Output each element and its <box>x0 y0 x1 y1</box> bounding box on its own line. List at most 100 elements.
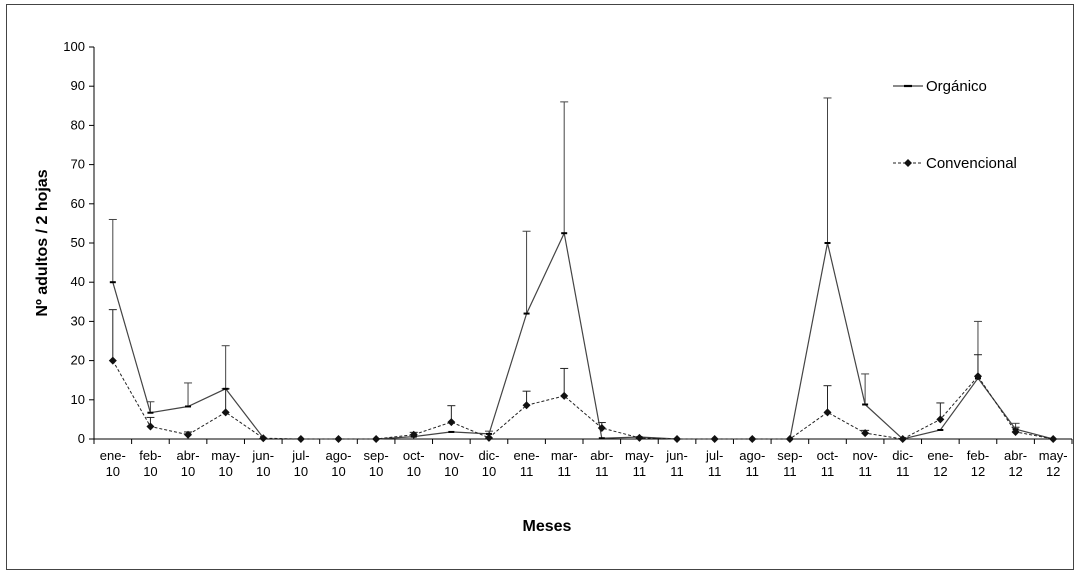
x-tick-label-month: nov- <box>439 448 464 463</box>
data-point-convencional <box>597 424 606 433</box>
x-tick-label-month: nov- <box>852 448 877 463</box>
data-point-convencional <box>785 435 794 443</box>
x-tick-label-year: 11 <box>858 464 872 479</box>
x-tick-label-month: abr- <box>176 448 199 463</box>
x-axis-title: Meses <box>523 518 572 535</box>
data-point-convencional <box>522 401 531 410</box>
y-tick-label: 80 <box>71 117 85 132</box>
x-tick-label-year: 11 <box>783 464 797 479</box>
series-line-organico <box>112 282 264 439</box>
data-point-convencional <box>1011 427 1020 436</box>
legend: Orgánico Convencional <box>893 78 1017 172</box>
series-lines <box>112 231 1054 440</box>
x-tick-label-year: 11 <box>896 464 910 479</box>
x-tick-label-year: 10 <box>294 464 308 479</box>
x-tick-label-year: 10 <box>181 464 195 479</box>
y-tick-label: 10 <box>71 392 85 407</box>
x-tick-label-year: 10 <box>106 464 120 479</box>
x-tick-label-year: 11 <box>821 464 835 479</box>
data-point-convencional <box>409 430 418 439</box>
data-point-convencional <box>296 435 305 443</box>
data-point-convencional <box>936 415 945 424</box>
data-point-convencional <box>861 429 870 438</box>
data-point-convencional <box>823 408 832 417</box>
x-tick-label-month: sep- <box>777 448 802 463</box>
x-tick-label-month: ene- <box>514 448 540 463</box>
x-tick-label-month: dic- <box>892 448 913 463</box>
x-tick-label-month: ago- <box>325 448 351 463</box>
data-point-convencional <box>334 435 343 443</box>
legend-label-organico: Orgánico <box>926 78 987 95</box>
x-tick-label-month: jun- <box>251 448 274 463</box>
data-point-convencional <box>673 435 682 443</box>
data-point-convencional <box>146 422 155 431</box>
x-tick-label-month: oct- <box>817 448 839 463</box>
x-tick-label-month: abr- <box>1004 448 1027 463</box>
x-tick-label-year: 12 <box>933 464 947 479</box>
data-point-convencional <box>748 435 757 443</box>
x-tick-label-year: 12 <box>1046 464 1060 479</box>
y-tick-label: 60 <box>71 196 85 211</box>
x-tick-label-year: 10 <box>482 464 496 479</box>
x-tick-label-month: dic- <box>478 448 499 463</box>
x-tick-label-month: may- <box>211 448 240 463</box>
legend-marker-convencional <box>904 159 912 167</box>
x-tick-label-month: abr- <box>590 448 613 463</box>
x-tick-label-month: ene- <box>927 448 953 463</box>
data-point-convencional <box>973 372 982 381</box>
x-tick-label-year: 10 <box>406 464 420 479</box>
x-tick-label-month: feb- <box>139 448 161 463</box>
x-tick-label-year: 11 <box>595 464 609 479</box>
axes <box>89 46 1073 444</box>
y-tick-label: 70 <box>71 157 85 172</box>
error-bars <box>108 97 1020 435</box>
x-tick-label-month: jul- <box>705 448 723 463</box>
y-tick-label: 20 <box>71 353 85 368</box>
series-line-organico <box>789 242 1054 440</box>
x-tick-label-year: 10 <box>218 464 232 479</box>
y-tick-label: 40 <box>71 274 85 289</box>
series-line-convencional <box>112 360 1054 440</box>
x-tick-label-month: ene- <box>100 448 126 463</box>
x-tick-label-year: 10 <box>444 464 458 479</box>
x-tick-label-year: 10 <box>369 464 383 479</box>
data-point-convencional <box>1049 435 1058 443</box>
data-point-convencional <box>372 435 381 443</box>
x-tick-label-year: 10 <box>256 464 270 479</box>
x-tick-label-month: feb- <box>967 448 989 463</box>
data-point-convencional <box>710 435 719 443</box>
y-tick-label: 100 <box>63 39 85 54</box>
x-tick-label-month: may- <box>1039 448 1068 463</box>
y-axis-title: Nº adultos / 2 hojas <box>34 169 51 316</box>
data-point-convencional <box>484 433 493 442</box>
x-tick-label-month: ago- <box>739 448 765 463</box>
chart-frame <box>6 4 1074 570</box>
x-tick-label-year: 11 <box>670 464 684 479</box>
x-tick-label-month: may- <box>625 448 654 463</box>
x-tick-label-year: 12 <box>1008 464 1022 479</box>
y-tick-label: 90 <box>71 78 85 93</box>
y-tick-label: 0 <box>78 431 85 446</box>
x-tick-label-year: 11 <box>633 464 647 479</box>
x-tick-label-year: 11 <box>746 464 760 479</box>
tick-labels: 0102030405060708090100ene-10feb-10abr-10… <box>63 39 1067 479</box>
x-tick-label-year: 12 <box>971 464 985 479</box>
x-tick-label-month: sep- <box>363 448 388 463</box>
x-tick-label-year: 11 <box>708 464 722 479</box>
legend-item-convencional: Convencional <box>893 155 1017 172</box>
x-tick-label-year: 11 <box>557 464 571 479</box>
y-tick-label: 30 <box>71 313 85 328</box>
legend-item-organico: Orgánico <box>893 78 987 95</box>
x-tick-label-month: oct- <box>403 448 425 463</box>
legend-label-convencional: Convencional <box>926 155 1017 172</box>
data-point-convencional <box>108 356 117 365</box>
series-markers <box>108 232 1058 443</box>
y-tick-label: 50 <box>71 235 85 250</box>
x-tick-label-year: 10 <box>331 464 345 479</box>
data-point-convencional <box>259 434 268 443</box>
data-point-convencional <box>184 430 193 439</box>
x-tick-label-month: jul- <box>291 448 309 463</box>
data-point-convencional <box>560 391 569 400</box>
x-tick-label-month: jun- <box>665 448 688 463</box>
